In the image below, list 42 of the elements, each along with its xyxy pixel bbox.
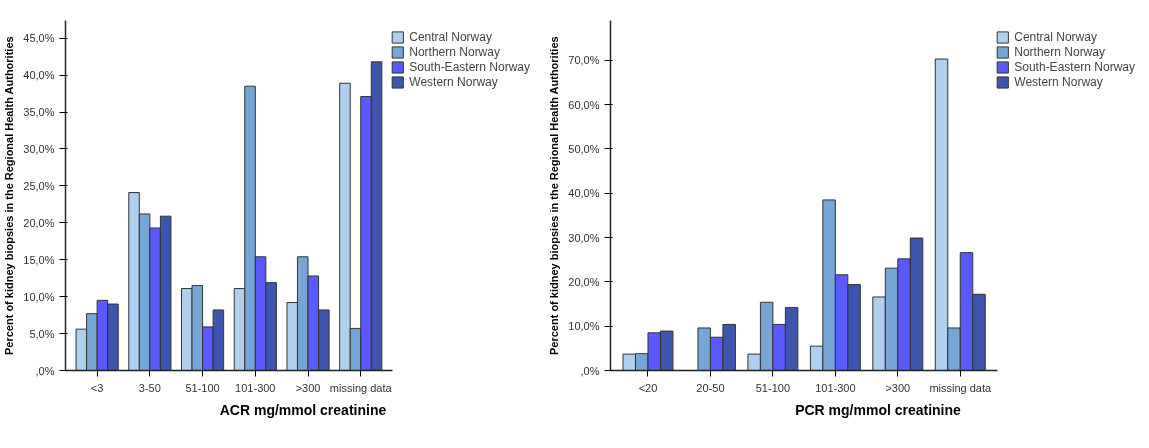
y-tick-label: 40,0% [23,69,55,82]
x-tick-label: 3-50 [138,381,161,394]
legend-label: Western Norway [1014,75,1103,89]
x-axis-title: PCR mg/mmol creatinine [795,401,962,418]
y-tick-label: 60,0% [568,98,600,111]
y-tick-label: 45,0% [23,32,55,45]
legend-label: South-Eastern Norway [1014,60,1135,74]
y-tick-label: 10,0% [568,320,600,333]
legend-label: South-Eastern Norway [409,60,530,74]
y-axis-title: Percent of kidney biopsies in the Regional Health Authorities [548,36,561,356]
legend-label: Central Norway [1014,30,1097,44]
y-tick-label: 25,0% [23,179,55,192]
x-tick-label: >300 [885,381,911,394]
x-tick-label: >300 [295,381,321,394]
y-tick-label: 50,0% [568,142,600,155]
y-tick-label: ,0% [580,364,600,377]
y-tick-label: 15,0% [23,253,55,266]
x-tick-label: 20-50 [696,381,725,394]
y-tick-label: 70,0% [568,54,600,67]
x-tick-label: 51-100 [185,381,220,394]
x-tick-label: missing data [929,381,993,394]
y-tick-label: 30,0% [568,231,600,244]
y-tick-label: 30,0% [23,142,55,155]
y-tick-label: 40,0% [568,187,600,200]
x-tick-label: 101-300 [815,381,856,394]
y-tick-label: 35,0% [23,106,55,119]
x-tick-label: missing data [329,381,393,394]
y-axis-title: Percent of kidney biopsies in the Regional Health Authorities [3,36,16,356]
legend-label: Western Norway [409,75,498,89]
x-tick-label: 51-100 [755,381,791,394]
y-tick-label: 20,0% [568,275,600,288]
y-tick-label: 20,0% [23,216,55,229]
legend-label: Northern Norway [409,45,500,59]
y-tick-label: ,0% [35,364,55,377]
legend-label: Central Norway [409,30,492,44]
y-tick-label: 10,0% [23,290,55,303]
y-tick-label: 5,0% [29,327,55,340]
x-tick-label: <3 [90,381,104,394]
x-tick-label: 101-300 [235,381,276,394]
x-tick-label: <20 [638,381,658,394]
legend-label: Northern Norway [1014,45,1105,59]
x-axis-title: ACR mg/mmol creatinine [219,401,387,418]
